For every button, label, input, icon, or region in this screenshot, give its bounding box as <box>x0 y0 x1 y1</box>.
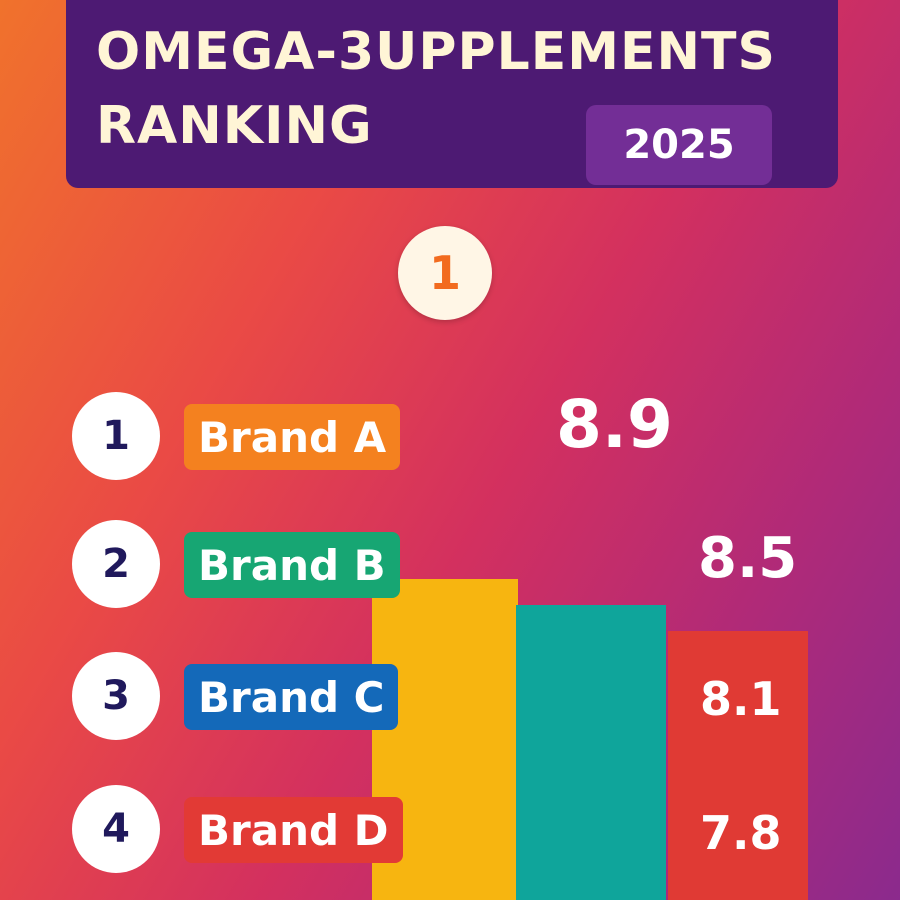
brand-label-pill: Brand D <box>184 797 403 863</box>
year-badge: 2025 <box>586 105 772 185</box>
value-label: 8.1 <box>700 672 782 726</box>
bar-brand-b <box>516 604 666 900</box>
rank-number-badge: 2 <box>72 520 160 608</box>
value-label: 8.5 <box>698 526 798 591</box>
brand-label-pill: Brand A <box>184 404 401 470</box>
rank-number-badge: 3 <box>72 652 160 740</box>
rank-number-badge: 4 <box>72 785 160 873</box>
brand-label-pill: Brand C <box>184 664 399 730</box>
title-banner: OMEGA-3UPPLEMENTS RANKING 2025 <box>66 0 838 188</box>
value-label: 8.9 <box>556 386 673 463</box>
rank-number-badge: 1 <box>72 392 160 480</box>
value-label: 7.8 <box>700 806 782 860</box>
bar-brand-c <box>668 630 808 900</box>
chart-title-line-1: OMEGA-3UPPLEMENTS <box>96 22 776 82</box>
chart-title-line-2: RANKING <box>96 96 373 156</box>
brand-label-pill: Brand B <box>184 532 400 598</box>
top-rank-medal: 1 <box>398 226 492 320</box>
